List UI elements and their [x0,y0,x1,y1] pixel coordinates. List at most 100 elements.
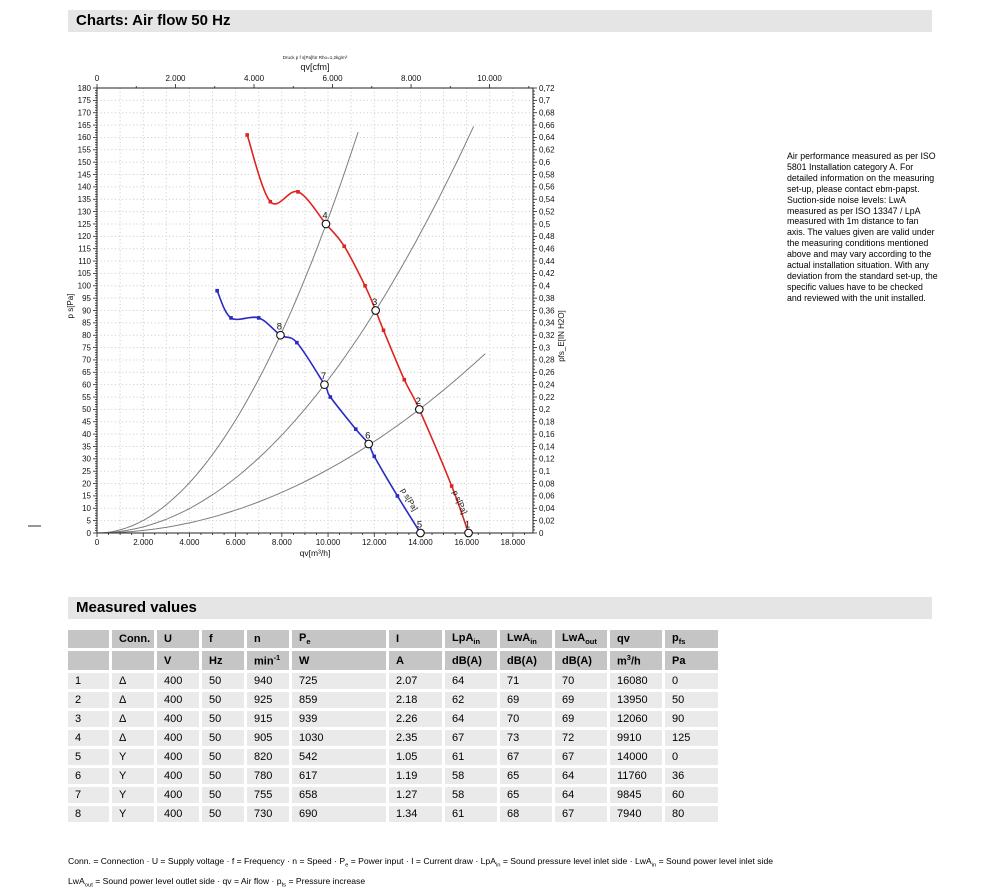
svg-text:6.000: 6.000 [323,74,344,83]
svg-text:45: 45 [82,418,91,427]
svg-text:90: 90 [82,306,91,315]
svg-text:155: 155 [78,146,92,155]
svg-text:0,04: 0,04 [539,504,555,513]
svg-text:75: 75 [82,343,91,352]
svg-text:0: 0 [539,529,544,538]
svg-text:0,22: 0,22 [539,393,555,402]
svg-text:0,08: 0,08 [539,479,555,488]
airflow-performance-chart: 1801751701651601551501451401351301251201… [66,55,566,558]
svg-text:7: 7 [321,371,326,382]
svg-text:70: 70 [82,356,91,365]
operating-point-6 [364,439,374,449]
svg-text:8.000: 8.000 [401,74,422,83]
axis-labels: 1801751701651601551501451401351301251201… [66,55,566,558]
curve-label: p s[Pa] [399,487,419,513]
svg-text:60: 60 [82,380,91,389]
svg-text:0,7: 0,7 [539,96,551,105]
svg-text:0,36: 0,36 [539,306,555,315]
svg-text:0,42: 0,42 [539,269,555,278]
svg-text:120: 120 [78,232,92,241]
table-row: 3 Δ 400 50 915 939 2.26 64 70 69 12060 90 [68,710,718,727]
svg-text:100: 100 [78,282,92,291]
svg-text:35: 35 [82,442,91,451]
margin-mark [28,525,41,527]
page-title: Charts: Air flow 50 Hz [76,12,231,29]
svg-text:0: 0 [95,538,100,547]
svg-text:0,28: 0,28 [539,356,555,365]
table-row: 2 Δ 400 50 925 859 2.18 62 69 69 13950 50 [68,691,718,708]
grid [97,88,533,533]
top-axis-title: qv[cfm] [300,62,329,72]
svg-text:150: 150 [78,158,92,167]
page-title-bar: Charts: Air flow 50 Hz [68,10,932,32]
svg-text:0,64: 0,64 [539,133,555,142]
svg-text:0,48: 0,48 [539,232,555,241]
svg-text:0,56: 0,56 [539,183,555,192]
svg-text:0,62: 0,62 [539,146,555,155]
table-row: 5 Y 400 50 820 542 1.05 61 67 67 14000 0 [68,748,718,765]
operating-point-4 [321,219,331,229]
svg-text:0,16: 0,16 [539,430,555,439]
svg-text:0,1: 0,1 [539,467,551,476]
svg-text:0,34: 0,34 [539,319,555,328]
svg-text:105: 105 [78,269,92,278]
svg-text:0,46: 0,46 [539,244,555,253]
svg-text:0,3: 0,3 [539,343,551,352]
svg-text:1: 1 [465,520,470,531]
svg-text:5: 5 [417,520,422,531]
svg-text:4.000: 4.000 [179,538,200,547]
operating-point-3 [371,306,381,315]
svg-text:50: 50 [82,405,91,414]
svg-text:30: 30 [82,455,91,464]
series-wye-connection: 8 7 6 5 p s[Pa] [215,288,425,538]
svg-text:10.000: 10.000 [316,538,341,547]
svg-text:130: 130 [78,207,92,216]
svg-text:135: 135 [78,195,92,204]
svg-text:40: 40 [82,430,91,439]
svg-text:0,38: 0,38 [539,294,555,303]
svg-text:0,12: 0,12 [539,455,555,464]
svg-text:0,06: 0,06 [539,492,555,501]
operating-point-1 [464,528,473,538]
operating-point-5 [416,528,425,538]
y-axis-title: p s[Pa] [66,294,75,319]
svg-text:0,02: 0,02 [539,516,555,525]
svg-text:55: 55 [82,393,91,402]
svg-text:0: 0 [95,74,100,83]
svg-text:165: 165 [78,121,92,130]
svg-text:85: 85 [82,319,91,328]
measurement-note: Air performance measured as per ISO 5801… [787,151,938,303]
svg-text:20: 20 [82,479,91,488]
svg-text:140: 140 [78,183,92,192]
footnote-line: Conn. = Connection · U = Supply voltage … [68,856,774,869]
svg-text:115: 115 [78,244,91,253]
svg-text:170: 170 [78,109,92,118]
svg-text:8: 8 [277,322,282,333]
table-row: 6 Y 400 50 780 617 1.19 58 65 64 11760 36 [68,767,718,784]
svg-text:2.000: 2.000 [133,538,154,547]
svg-text:10: 10 [82,504,91,513]
svg-text:2: 2 [416,396,421,407]
y2-axis-title: pfs_E[IN H2O] [557,310,566,362]
operating-point-2 [414,405,424,414]
svg-text:180: 180 [78,84,92,93]
svg-text:10.000: 10.000 [477,74,502,83]
svg-text:0: 0 [87,529,92,538]
measured-values-bar: Measured values [68,597,932,619]
svg-text:6.000: 6.000 [226,538,247,547]
svg-text:0,72: 0,72 [539,84,555,93]
svg-text:0,6: 0,6 [539,158,551,167]
x-axis-title: qv[m³/h] [300,548,331,558]
svg-text:15: 15 [82,492,91,501]
svg-text:160: 160 [78,133,92,142]
svg-text:0,54: 0,54 [539,195,555,204]
svg-text:18.000: 18.000 [501,538,526,547]
table-row: 4 Δ 400 50 905 1030 2.35 67 73 72 9910 125 [68,729,718,746]
svg-text:0,68: 0,68 [539,109,555,118]
svg-text:0,52: 0,52 [539,207,555,216]
measured-values-title: Measured values [76,599,197,616]
operating-point-7 [320,380,329,390]
